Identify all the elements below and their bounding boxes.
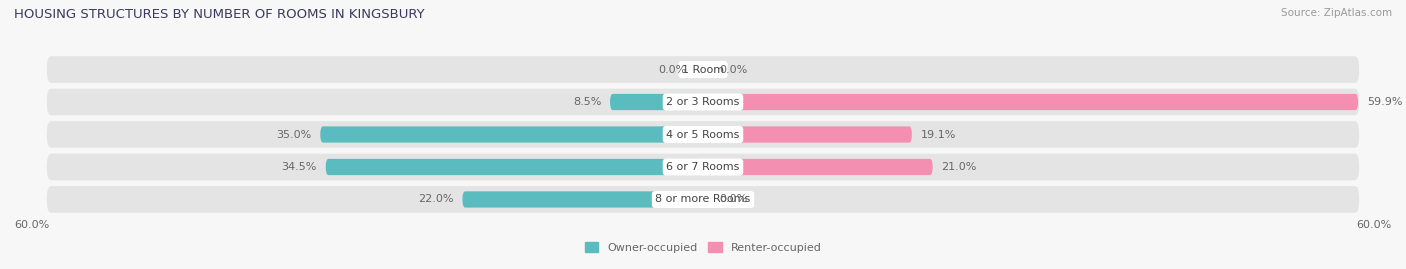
FancyBboxPatch shape: [46, 154, 1360, 180]
Text: 4 or 5 Rooms: 4 or 5 Rooms: [666, 129, 740, 140]
Text: 0.0%: 0.0%: [720, 65, 748, 75]
FancyBboxPatch shape: [703, 159, 932, 175]
FancyBboxPatch shape: [703, 94, 1358, 110]
Text: 60.0%: 60.0%: [1357, 220, 1392, 230]
FancyBboxPatch shape: [46, 89, 1360, 115]
Text: 0.0%: 0.0%: [720, 194, 748, 204]
Text: 19.1%: 19.1%: [921, 129, 956, 140]
Text: HOUSING STRUCTURES BY NUMBER OF ROOMS IN KINGSBURY: HOUSING STRUCTURES BY NUMBER OF ROOMS IN…: [14, 8, 425, 21]
Text: 8 or more Rooms: 8 or more Rooms: [655, 194, 751, 204]
Text: 60.0%: 60.0%: [14, 220, 49, 230]
Text: 59.9%: 59.9%: [1367, 97, 1402, 107]
FancyBboxPatch shape: [46, 186, 1360, 213]
Text: 1 Room: 1 Room: [682, 65, 724, 75]
FancyBboxPatch shape: [46, 121, 1360, 148]
Text: 6 or 7 Rooms: 6 or 7 Rooms: [666, 162, 740, 172]
Text: 21.0%: 21.0%: [942, 162, 977, 172]
FancyBboxPatch shape: [610, 94, 703, 110]
FancyBboxPatch shape: [321, 126, 703, 143]
Text: Source: ZipAtlas.com: Source: ZipAtlas.com: [1281, 8, 1392, 18]
FancyBboxPatch shape: [463, 191, 703, 208]
Text: 8.5%: 8.5%: [572, 97, 602, 107]
Text: 35.0%: 35.0%: [276, 129, 312, 140]
FancyBboxPatch shape: [46, 56, 1360, 83]
Text: 0.0%: 0.0%: [658, 65, 686, 75]
Text: 2 or 3 Rooms: 2 or 3 Rooms: [666, 97, 740, 107]
Text: 34.5%: 34.5%: [281, 162, 316, 172]
Text: 22.0%: 22.0%: [418, 194, 454, 204]
FancyBboxPatch shape: [326, 159, 703, 175]
FancyBboxPatch shape: [703, 126, 912, 143]
Legend: Owner-occupied, Renter-occupied: Owner-occupied, Renter-occupied: [585, 242, 821, 253]
